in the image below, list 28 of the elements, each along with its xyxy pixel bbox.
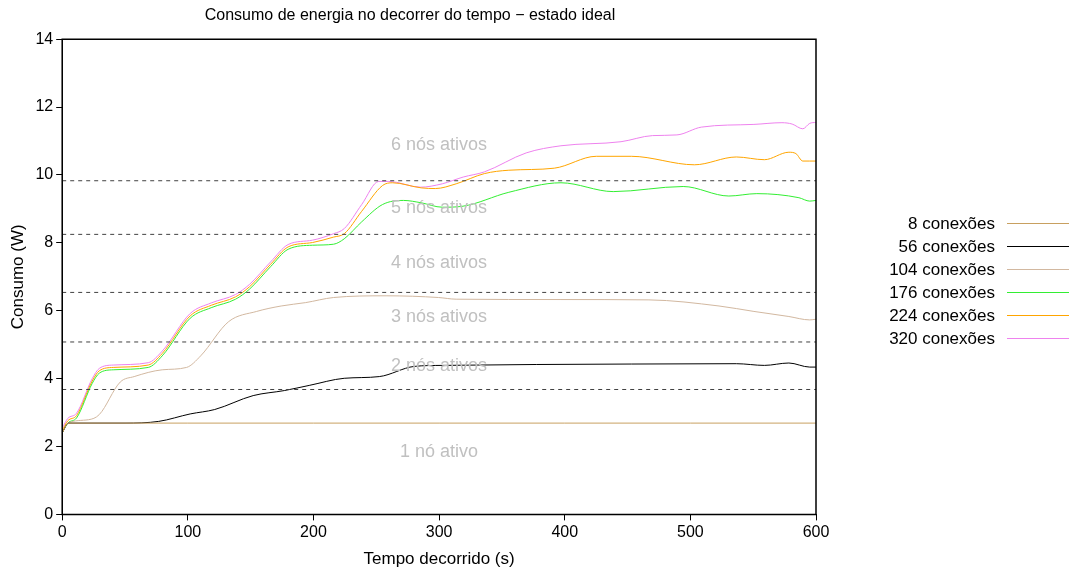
x-tick-label: 400: [551, 523, 579, 541]
legend-label: 8 conexões: [908, 213, 995, 234]
x-axis-title: Tempo decorrido (s): [363, 549, 515, 569]
x-tick-label: 500: [677, 523, 704, 541]
legend-label: 56 conexões: [898, 236, 995, 257]
x-tick-label: 600: [802, 523, 830, 541]
annotation: 4 nós ativos: [391, 252, 488, 273]
annotation: 6 nós ativos: [391, 134, 488, 155]
y-tick-label: 8: [44, 233, 54, 251]
y-tick-label: 14: [35, 29, 54, 47]
x-tick-label: 0: [57, 523, 67, 541]
x-tick-label: 100: [174, 523, 202, 541]
y-tick-label: 10: [35, 165, 54, 183]
chart-title: Consumo de energia no decorrer do tempo − estado ideal: [204, 6, 616, 24]
legend-label: 224 conexões: [889, 305, 995, 326]
y-axis-title: Consumo (W): [7, 224, 27, 330]
legend-label: 176 conexões: [889, 282, 995, 303]
legend-label: 104 conexões: [889, 259, 995, 280]
x-tick-label: 200: [300, 523, 327, 541]
y-tick-label: 0: [44, 504, 54, 522]
y-tick-label: 2: [44, 436, 54, 454]
y-tick-label: 6: [44, 301, 54, 319]
y-tick-label: 4: [44, 369, 54, 387]
legend-label: 320 conexões: [889, 328, 995, 349]
annotation: 3 nós ativos: [391, 306, 488, 327]
x-tick-label: 300: [425, 523, 453, 541]
annotation: 1 nó ativo: [400, 440, 479, 461]
y-tick-label: 12: [35, 97, 54, 115]
